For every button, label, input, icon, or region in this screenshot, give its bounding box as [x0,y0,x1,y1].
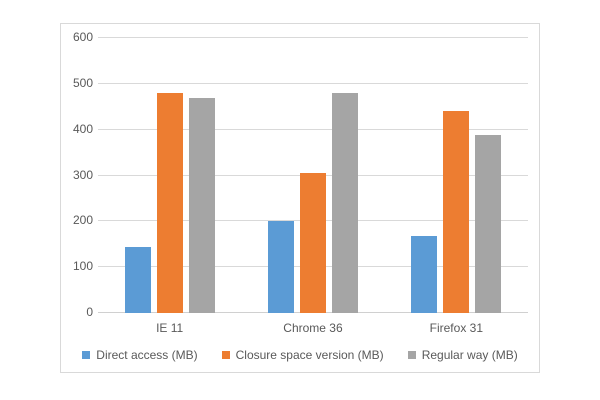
bar-group-ie-11 [98,38,241,313]
chart-legend: Direct access (MB) Closure space version … [61,348,539,362]
x-category-label: IE 11 [156,321,184,335]
bar [188,97,215,313]
x-category-label: Chrome 36 [283,321,343,335]
bar-group-chrome-36 [241,38,384,313]
bar [156,93,183,313]
bar [299,173,326,313]
y-tick-label: 500 [72,75,93,90]
y-axis-labels: 0 100 200 300 400 500 600 [65,30,93,319]
legend-marker-icon [407,351,416,359]
legend-marker-icon [82,351,91,359]
chart-frame: 0 100 200 300 400 500 600 IE 11 Chrome 36 Firefo… [60,23,540,373]
bar [443,111,470,313]
plot-area [98,37,528,313]
y-tick-label: 300 [72,167,93,182]
legend-item: Closure space version (MB) [221,348,384,362]
legend-label: Direct access (MB) [96,348,198,362]
bar [331,93,358,313]
legend-item: Regular way (MB) [407,348,518,362]
bar [267,221,294,313]
legend-marker-icon [221,351,230,359]
bar [124,246,151,313]
x-category-label: Firefox 31 [429,321,483,335]
legend-item: Direct access (MB) [82,348,198,362]
gridline-500 [98,82,528,84]
y-tick-label: 0 [86,305,93,319]
y-tick-label: 400 [72,121,93,136]
x-axis-labels: IE 11 Chrome 36 Firefox 31 [98,321,528,335]
y-tick-label: 200 [72,213,93,228]
y-tick-label: 100 [72,259,93,274]
legend-label: Regular way (MB) [421,348,518,362]
bar [475,135,502,313]
gridline-400 [98,128,528,130]
legend-label: Closure space version (MB) [235,348,384,362]
bar [411,236,438,313]
gridline-600 [98,37,528,38]
bars-layer [98,38,528,313]
bar-group-firefox-31 [385,38,528,313]
y-tick-label: 600 [72,30,93,44]
